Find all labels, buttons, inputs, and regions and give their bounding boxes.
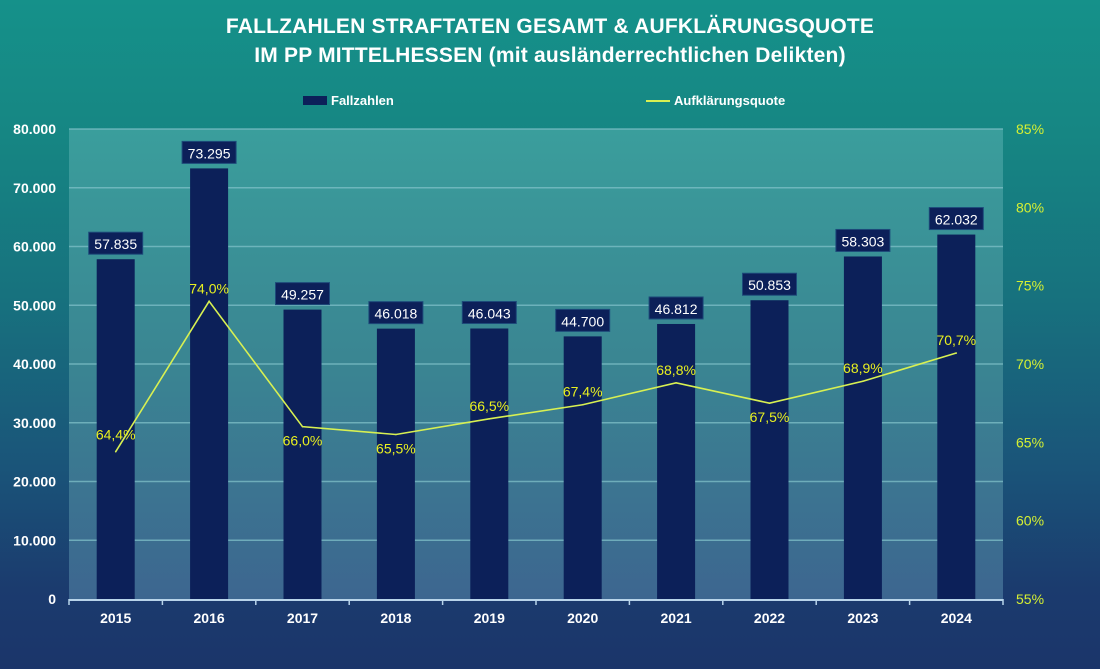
bar-value-label: 46.018 xyxy=(374,306,417,322)
line-value-label: 67,5% xyxy=(750,409,790,425)
line-value-label: 67,4% xyxy=(563,384,603,400)
line-value-labels: 64,4% 74,0% 66,0% 65,5% 66,5% 67,4% 68,8% 67,5%… xyxy=(96,280,976,456)
bar-value-label-box xyxy=(928,207,984,231)
bar-value-label-box xyxy=(555,308,611,332)
bar-value-label-box xyxy=(461,300,517,324)
legend-label-aufklaerungsquote: Aufklärungsquote xyxy=(674,93,786,108)
bar-value-label: 44.700 xyxy=(561,313,604,329)
y-left-tick-label: 10.000 xyxy=(13,532,56,548)
x-tick-label: 2016 xyxy=(194,610,225,626)
legend-bar-swatch-icon xyxy=(303,96,327,105)
x-tick-label: 2017 xyxy=(287,610,318,626)
bar-value-label-box xyxy=(368,301,424,325)
bar-2022 xyxy=(750,300,789,599)
legend: Fallzahlen Aufklärungsquote xyxy=(0,93,1100,113)
bar-value-label: 46.812 xyxy=(655,301,698,317)
bar-2020 xyxy=(563,336,602,599)
chart-title-line-1: FALLZAHLEN STRAFTATEN GESAMT & AUFKLÄRUN… xyxy=(225,15,875,38)
line-point-2018 xyxy=(395,433,397,436)
y-left-tick-label: 80.000 xyxy=(13,121,56,137)
y-left-tick-label: 30.000 xyxy=(13,415,56,431)
x-tick-label: 2019 xyxy=(474,610,505,626)
legend-line-swatch-icon xyxy=(646,99,670,102)
y-right-tick-label: 75% xyxy=(1016,278,1044,294)
bar-2017 xyxy=(283,309,322,599)
bar-value-label: 49.257 xyxy=(281,287,324,303)
y-right-tick-label: 55% xyxy=(1016,591,1044,607)
bar-2019 xyxy=(470,328,509,599)
bars xyxy=(96,168,976,599)
y-right-tick-label: 65% xyxy=(1016,434,1044,450)
bar-value-label: 46.043 xyxy=(468,305,511,321)
line-point-2016 xyxy=(208,300,210,303)
line-point-2024 xyxy=(955,352,958,354)
bar-2018 xyxy=(376,328,415,599)
line-value-label: 64,4% xyxy=(96,427,136,443)
bar-value-label: 50.853 xyxy=(748,277,791,293)
y-left-tick-label: 40.000 xyxy=(13,356,56,372)
line-value-label: 70,7% xyxy=(936,332,976,348)
y-left-tick-label: 50.000 xyxy=(13,297,56,313)
bar-value-label-box xyxy=(88,231,144,255)
line-point-2021 xyxy=(675,382,677,384)
bar-value-label-box xyxy=(742,272,797,296)
bar-value-label-box xyxy=(275,282,330,306)
line-aufklaerungsquote xyxy=(115,299,957,453)
y-right-tick-label: 60% xyxy=(1016,513,1044,529)
bar-2023 xyxy=(843,256,882,599)
bar-2015 xyxy=(96,259,135,599)
bar-2024 xyxy=(937,234,976,599)
bar-value-label-box xyxy=(835,228,891,252)
line-point-2019 xyxy=(488,418,491,420)
bar-value-label-box xyxy=(181,140,237,164)
x-tick-label: 2023 xyxy=(847,610,878,626)
bar-2016 xyxy=(190,168,229,599)
line-value-label: 74,0% xyxy=(189,280,229,296)
y-left-tick-label: 20.000 xyxy=(13,474,56,490)
legend-label-fallzahlen: Fallzahlen xyxy=(331,93,394,108)
chart-title: FALLZAHLEN STRAFTATEN GESAMT & AUFKLÄRUN… xyxy=(0,12,1100,70)
bar-value-label-box xyxy=(648,296,704,320)
line-value-label: 68,9% xyxy=(843,360,883,376)
x-tick-label: 2020 xyxy=(567,610,598,626)
x-axis xyxy=(68,599,1004,605)
bar-value-label: 58.303 xyxy=(841,233,884,249)
x-tick-label: 2022 xyxy=(754,610,785,626)
line-point-2023 xyxy=(862,380,864,383)
y-axis-left: 0 10.000 20.000 30.000 40.000 50.000 60.000 70.… xyxy=(13,121,56,607)
legend-item-fallzahlen: Fallzahlen xyxy=(303,93,394,108)
bar-value-label: 62.032 xyxy=(935,212,978,228)
line-value-label: 65,5% xyxy=(376,441,416,457)
y-right-tick-label: 85% xyxy=(1016,121,1044,137)
y-right-tick-label: 80% xyxy=(1016,199,1044,215)
legend-item-aufklaerungsquote: Aufklärungsquote xyxy=(646,93,785,108)
x-axis-labels: 2015 2016 2017 2018 2019 2020 2021 2022 2023 2024 xyxy=(100,610,972,626)
bar-value-labels: 57.835 73.295 49.257 46.018 46.043 44.700 46.8… xyxy=(88,140,984,332)
line-series xyxy=(114,299,958,453)
y-left-tick-label: 60.000 xyxy=(13,239,56,255)
line-value-label: 66,5% xyxy=(469,398,509,414)
chart-title-line-2: IM PP MITTELHESSEN (mit ausländerrechtli… xyxy=(254,44,846,67)
line-point-2020 xyxy=(581,403,584,406)
y-left-tick-label: 70.000 xyxy=(13,180,56,196)
line-value-label: 66,0% xyxy=(283,433,323,449)
y-axis-right: 55% 60% 65% 70% 75% 80% 85% xyxy=(1016,121,1044,607)
bar-value-label: 57.835 xyxy=(94,236,137,252)
x-tick-label: 2018 xyxy=(380,610,411,626)
bar-2021 xyxy=(657,323,696,599)
bar-value-label: 73.295 xyxy=(188,145,231,161)
x-tick-label: 2021 xyxy=(661,610,692,626)
y-right-tick-label: 70% xyxy=(1016,356,1044,372)
line-point-2022 xyxy=(768,402,771,404)
x-tick-label: 2015 xyxy=(100,610,131,626)
x-tick-label: 2024 xyxy=(941,610,972,626)
line-point-2015 xyxy=(114,450,117,453)
line-value-label: 68,8% xyxy=(656,362,696,378)
line-point-2017 xyxy=(301,425,304,428)
y-left-tick-label: 0 xyxy=(48,591,56,607)
